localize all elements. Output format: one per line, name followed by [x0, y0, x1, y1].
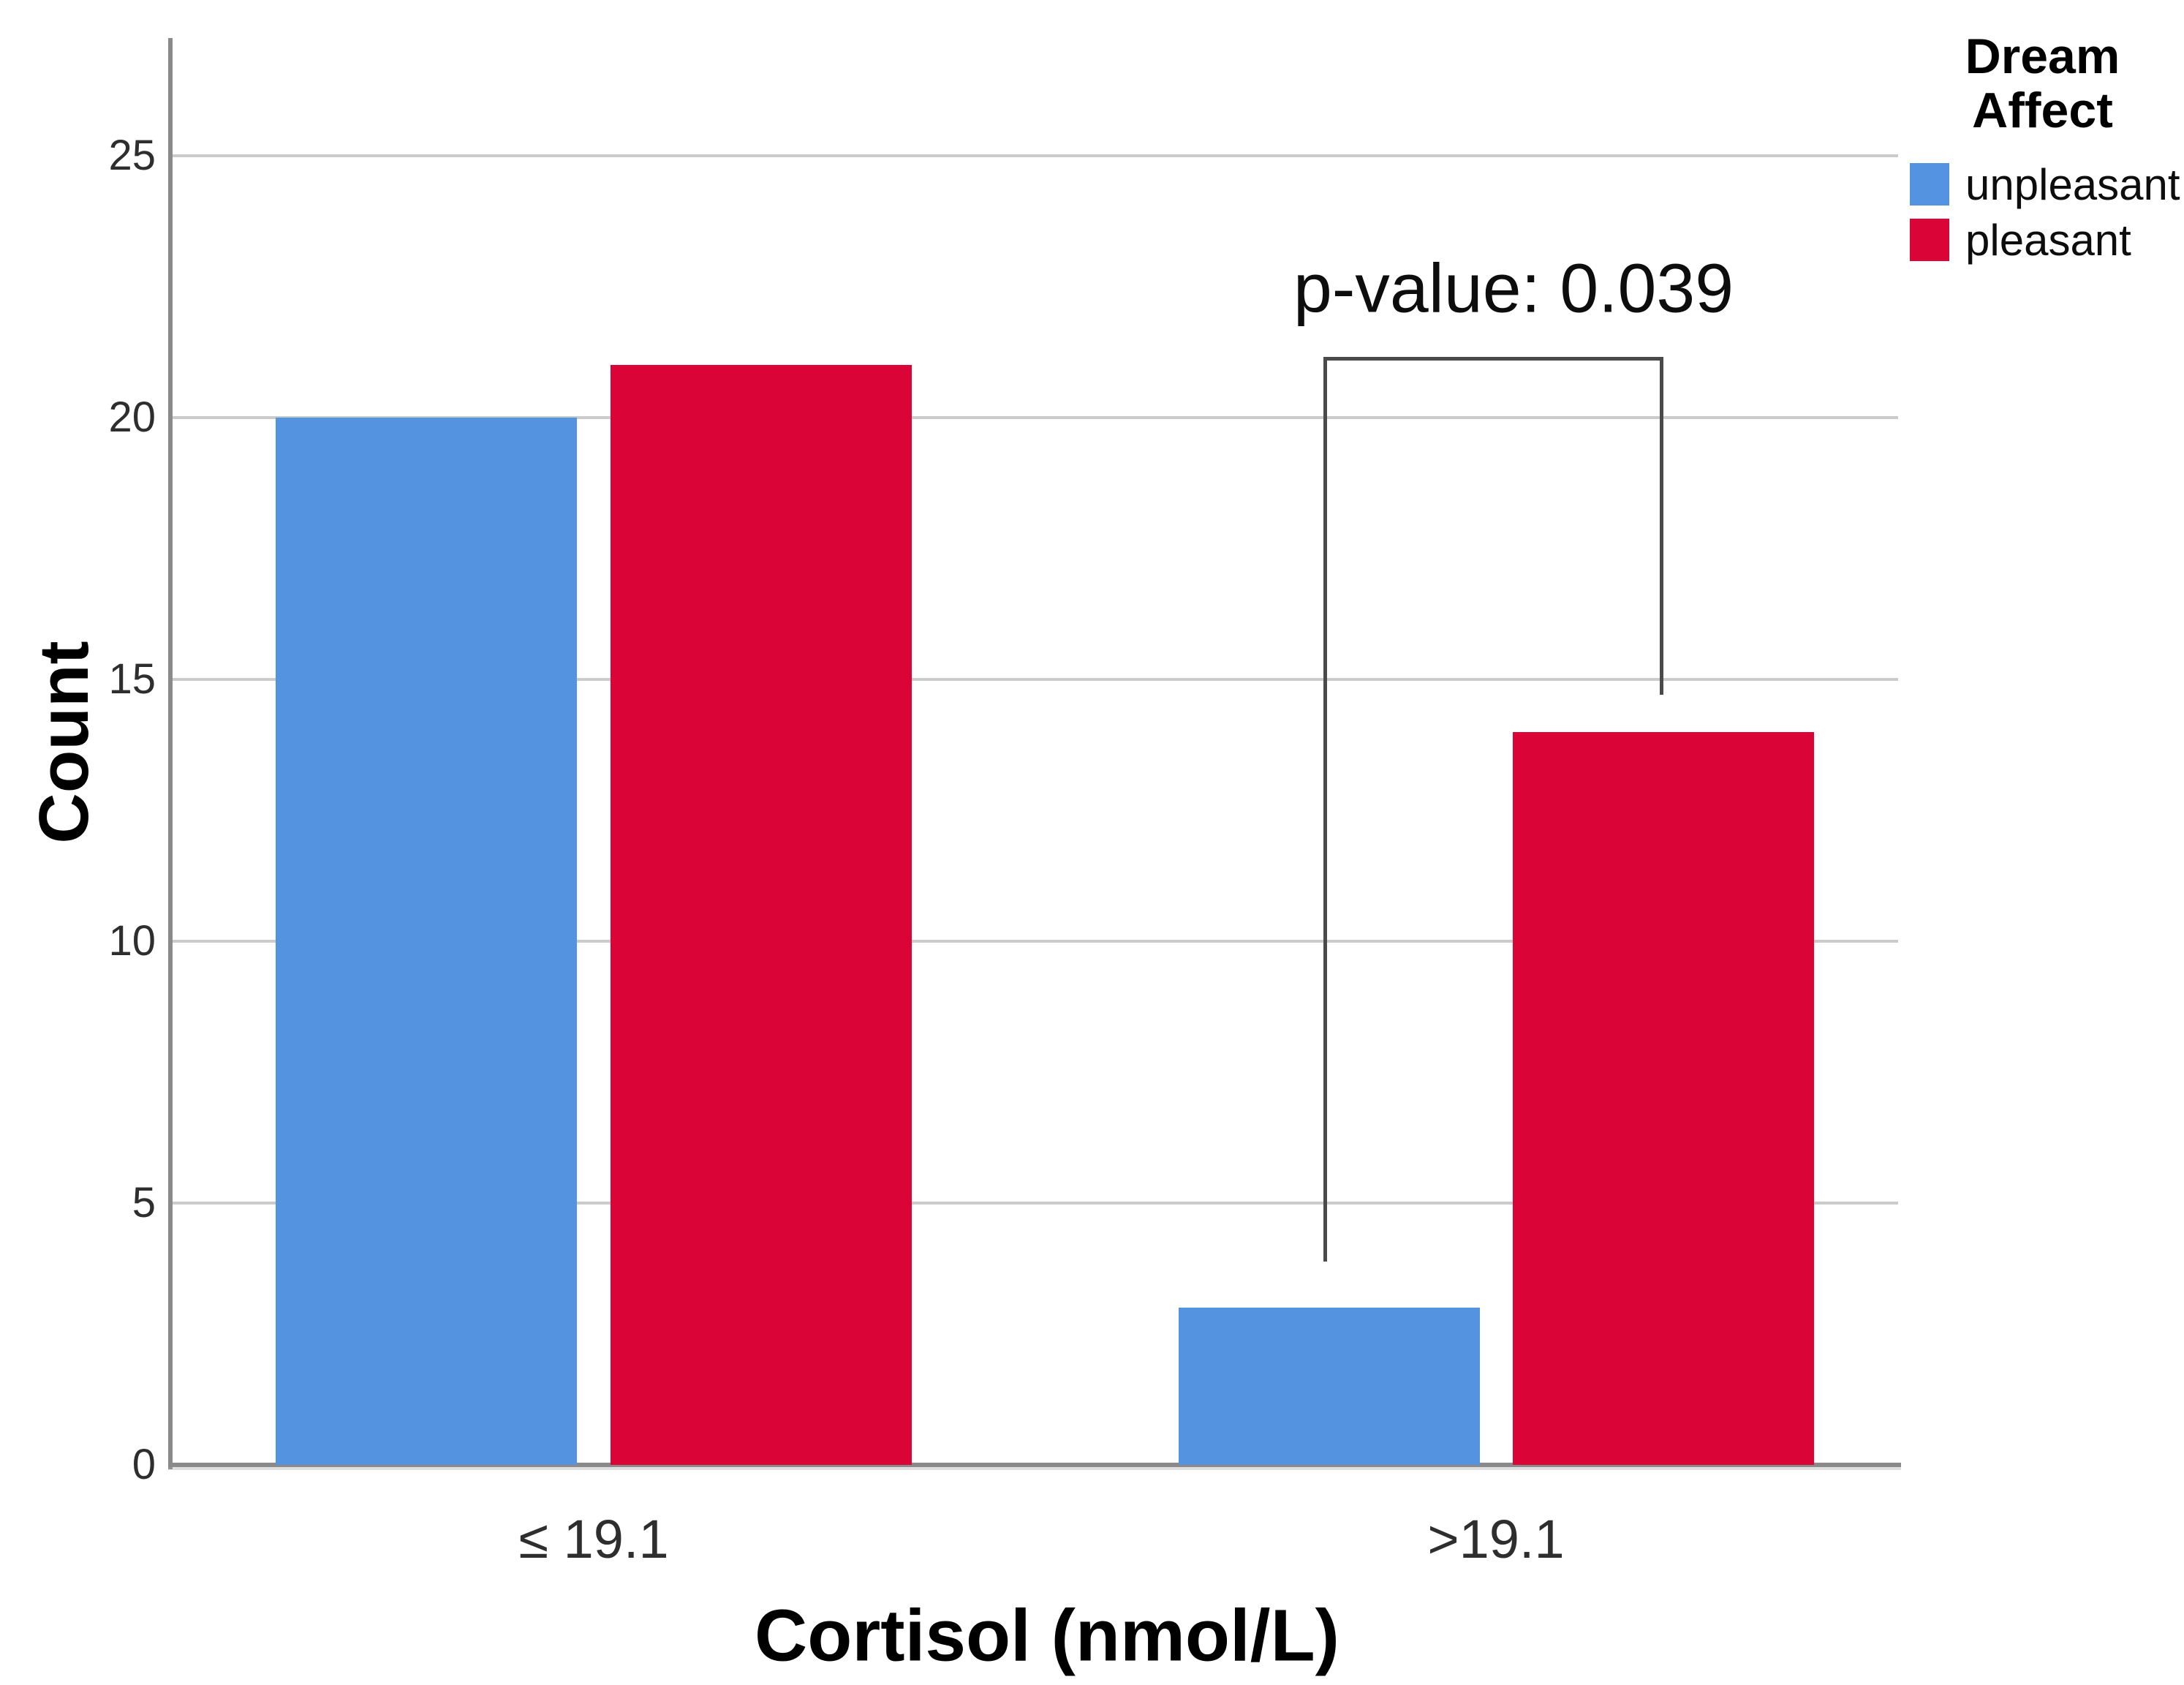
p-value-annotation: p-value: 0.039: [1293, 249, 1734, 328]
x-tick-label-1: >19.1: [1427, 1509, 1565, 1569]
gridline-y-15: [173, 678, 1898, 681]
legend-item-pleasant: pleasant: [1910, 215, 2184, 265]
legend-title: Dream Affect: [1901, 29, 2184, 137]
legend-label-unpleasant: unpleasant: [1965, 159, 2180, 209]
gridline-y-20: [173, 416, 1898, 419]
y-tick-label-15: 15: [108, 655, 156, 703]
legend-swatch-pleasant: [1910, 219, 1949, 261]
significance-bracket-top: [1323, 357, 1663, 361]
legend-item-unpleasant: unpleasant: [1910, 160, 2184, 209]
bar-pleasant-1: [1513, 731, 1814, 1465]
y-tick-label-5: 5: [132, 1179, 156, 1226]
y-tick-label-20: 20: [108, 393, 156, 441]
x-axis-title: Cortisol (nmol/L): [755, 1594, 1340, 1677]
gridline-y-5: [173, 1202, 1898, 1205]
legend-title-line2: Affect: [1972, 83, 2113, 138]
gridline-y-25: [173, 154, 1898, 157]
legend-label-pleasant: pleasant: [1965, 215, 2131, 265]
y-tick-label-0: 0: [132, 1441, 156, 1488]
x-axis-line: [168, 1463, 1901, 1467]
legend-swatch-unpleasant: [1910, 163, 1949, 206]
bar-unpleasant-1: [1179, 1308, 1480, 1465]
legend-title-line1: Dream: [1965, 29, 2120, 84]
significance-bracket-left: [1323, 357, 1327, 1262]
y-tick-label-10: 10: [108, 917, 156, 965]
bar-pleasant-0: [611, 365, 912, 1465]
y-axis-line: [168, 38, 173, 1469]
legend: Dream Affect unpleasant pleasant: [1901, 29, 2184, 274]
y-tick-label-25: 25: [108, 132, 156, 179]
gridline-y-10: [173, 940, 1898, 943]
significance-bracket-right: [1660, 357, 1663, 695]
x-tick-label-0: ≤ 19.1: [518, 1509, 669, 1569]
legend-items: unpleasant pleasant: [1901, 160, 2184, 265]
bar-unpleasant-0: [276, 418, 577, 1465]
y-axis-title: Count: [25, 641, 103, 844]
